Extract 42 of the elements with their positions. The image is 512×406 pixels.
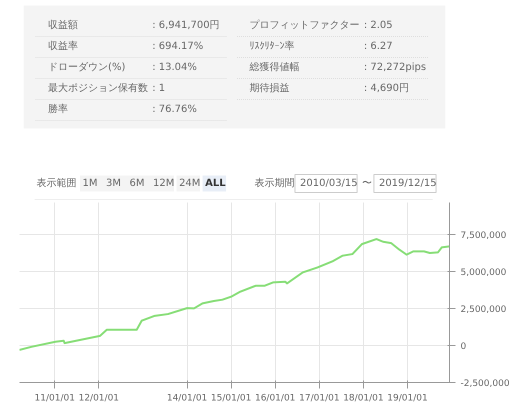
x-tick-label: 17/01/01 [299, 394, 340, 404]
text: 〜 [362, 178, 372, 189]
text: : 694.17% [152, 41, 204, 52]
text: : 72,272pips [364, 62, 426, 73]
text: : 13.04% [152, 62, 197, 73]
text: : 6,941,700円 [152, 20, 220, 31]
text: : 76.76% [152, 104, 197, 115]
category-label: ﾘｽｸﾘﾀｰﾝ率 [250, 40, 295, 52]
category-label: プロフィットファクター [250, 19, 360, 31]
text: 表示範囲 [36, 177, 76, 189]
category-label: 勝率 [48, 103, 68, 115]
y-tick-label: -2,500,000 [460, 379, 510, 389]
category-label: 収益額 [48, 19, 78, 31]
y-tick-label: 2,500,000 [460, 304, 507, 315]
x-tick-label: 11/01/01 [34, 394, 75, 404]
category-label: ドローダウン(%) [48, 61, 126, 73]
category-label: 期待損益 [250, 82, 290, 94]
x-tick-label: 14/01/01 [166, 394, 208, 404]
text: 24M [179, 178, 200, 189]
text: 12M [153, 178, 174, 189]
y-tick-label: 0 [460, 342, 466, 352]
x-tick-label: 19/01/01 [387, 394, 428, 404]
category-label: 総獲得値幅 [248, 61, 300, 73]
text: : 6.27 [364, 41, 393, 52]
category-label: 収益率 [48, 40, 78, 52]
x-tick-label: 15/01/01 [210, 394, 252, 404]
text: : 2.05 [364, 20, 393, 31]
text: 3M [106, 178, 122, 189]
x-tick-label: 16/01/01 [254, 394, 296, 404]
x-tick-label: 18/01/01 [343, 394, 384, 404]
text: : 4,690円 [364, 83, 410, 94]
x-tick-label: 12/01/01 [78, 394, 120, 404]
category-label: 最大ポジション保有数 [48, 82, 148, 94]
y-tick-label: 5,000,000 [460, 268, 507, 278]
text: 2010/03/15 [300, 178, 358, 189]
text: 6M [130, 178, 145, 189]
y-tick-label: 7,500,000 [460, 230, 507, 241]
text: 1M [82, 178, 98, 189]
text: 2019/12/15 [378, 178, 437, 189]
text: : 1 [152, 83, 166, 94]
text: ALL [205, 178, 226, 189]
text: 表示期間 [254, 177, 295, 189]
